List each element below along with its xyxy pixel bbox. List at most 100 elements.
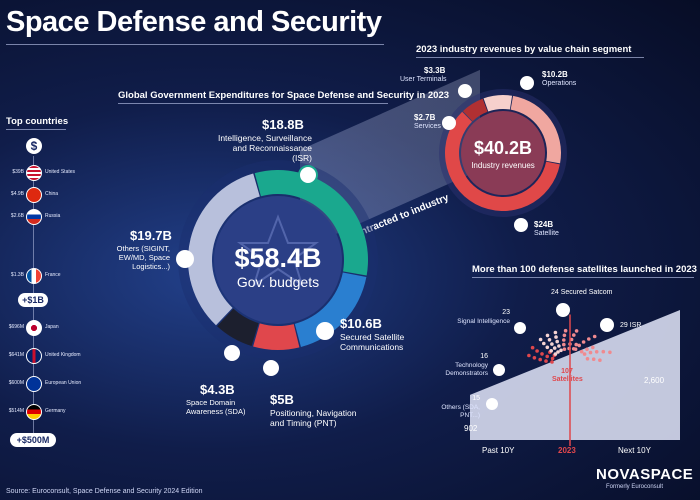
satellite-dot (527, 353, 531, 358)
sigint-label: Signal Intelligence (457, 318, 510, 325)
satellite-dot (550, 342, 554, 346)
country-value: $1.3B (10, 272, 24, 278)
industry-slice-2 (462, 98, 488, 122)
satellite-dot (587, 337, 591, 341)
others-icon (176, 250, 194, 268)
satellite-dot (572, 333, 576, 337)
satellite-icon (514, 218, 528, 232)
satellite-dot (538, 337, 543, 342)
secured-satcom-icon (556, 303, 570, 317)
industry-donut-center (461, 111, 545, 195)
satellite-dot (544, 359, 548, 363)
satellite-dot (591, 345, 595, 350)
secured-satcom-text: Secured Satcom (560, 289, 613, 296)
us-flag-icon (26, 165, 42, 181)
satellite-dot (530, 345, 535, 350)
x-tick-past: Past 10Y (482, 446, 515, 455)
isr-value: $18.8B (262, 117, 304, 132)
satellites-area-chart (470, 310, 680, 446)
satellite-dot (601, 349, 606, 354)
country-value: $4.9B (10, 191, 24, 197)
page-title: Space Defense and Security (6, 6, 382, 38)
country-name: United States (45, 169, 76, 175)
country-value: $600M (8, 380, 24, 386)
industry-title-underline (416, 57, 644, 58)
threshold-500m-badge: +$500M (10, 433, 56, 447)
satellite-dot (545, 345, 550, 350)
operations-icon (520, 76, 534, 90)
operations-label: Operations (542, 80, 577, 87)
country-name: Japan (45, 324, 59, 330)
france-flag-icon (26, 268, 42, 284)
satellite-dot (532, 356, 537, 360)
satellite-dot (559, 348, 563, 353)
dollar-icon: $ (26, 138, 42, 154)
isr-count: 29 (620, 322, 628, 329)
star-icon (236, 214, 320, 288)
country-name: Germany (45, 408, 66, 414)
x-tick-2023: 2023 (558, 446, 576, 455)
tech-demo-count: 16 (480, 353, 488, 360)
country-value: $641M (8, 352, 24, 358)
sigint-count: 23 (502, 309, 510, 316)
satellite-dot (573, 347, 578, 351)
country-value: $514M (8, 408, 24, 414)
top-countries-title: Top countries (6, 116, 69, 127)
satellite-dot (579, 349, 584, 354)
satellite-dot (592, 334, 597, 339)
satellite-dot (585, 357, 590, 361)
eu-flag-icon (26, 376, 42, 392)
germany-flag-icon (26, 404, 42, 420)
x-tick-next: Next 10Y (618, 446, 651, 455)
user-terminals-label: User Terminals (400, 76, 447, 83)
industry-center-value: $40.2B (474, 138, 532, 158)
industry-slice-0 (510, 95, 561, 164)
satellite-dot (540, 352, 544, 356)
satellites-title-underline (472, 277, 694, 278)
operations-value: $10.2B (542, 70, 568, 79)
satellite-dot (577, 343, 581, 348)
satellite-dot (545, 354, 549, 359)
satellite-dot (553, 352, 558, 356)
satellite-dot (594, 350, 599, 354)
user-terminal-icon (458, 84, 472, 98)
satellite-dot (557, 344, 561, 348)
top-countries-underline (6, 129, 66, 130)
tech-demo-label: Technology Demonstrators (445, 362, 488, 377)
country-name: Russia (45, 213, 61, 219)
isr-label: Intelligence, Surveillance and Reconnais… (217, 133, 312, 163)
industry-slice-3 (483, 95, 513, 112)
china-flag-icon (26, 187, 42, 203)
satcom-label: Secured Satellite Communications (340, 332, 405, 352)
others-sat-count: 15 (472, 395, 480, 402)
satellite-dot (547, 338, 552, 342)
others-sat-icon (486, 398, 498, 410)
gov-chart-title: Global Government Expenditures for Space… (118, 90, 450, 101)
logo-subtitle: Formerly Euroconsult (606, 484, 664, 490)
gov-budget-donut: $58.4B Gov. budgets (178, 160, 378, 360)
satellite-dot (538, 357, 542, 362)
isr-count-text: ISR (629, 322, 642, 329)
sda-label: Space Domain Awareness (SDA) (186, 398, 246, 416)
satellite-dot (585, 347, 589, 352)
satellite-dot (556, 350, 560, 354)
industry-chart-title: 2023 industry revenues by value chain se… (416, 44, 632, 55)
satellite-dot (562, 338, 566, 342)
threshold-1b-badge: +$1B (18, 293, 48, 307)
satcom-value: $10.6B (340, 316, 382, 331)
satellite-dot (563, 328, 568, 333)
satellites-area (470, 310, 680, 440)
satellite-dot (598, 358, 602, 362)
sda-icon (224, 345, 240, 361)
others-value: $19.7B (130, 228, 172, 243)
others-label: Others (SIGINT, EW/MD, Space Logistics..… (116, 244, 170, 271)
title-underline (6, 44, 384, 45)
isr-count-label: 29 ISR (620, 321, 641, 331)
satellite-dot (553, 330, 558, 335)
tech-demo-icon (493, 364, 505, 376)
satellite-dot (535, 349, 539, 353)
satellite-dot (582, 352, 587, 356)
services-icon (442, 116, 456, 130)
pnt-value: $5B (270, 392, 294, 407)
secured-satcom-count: 24 (551, 289, 559, 296)
